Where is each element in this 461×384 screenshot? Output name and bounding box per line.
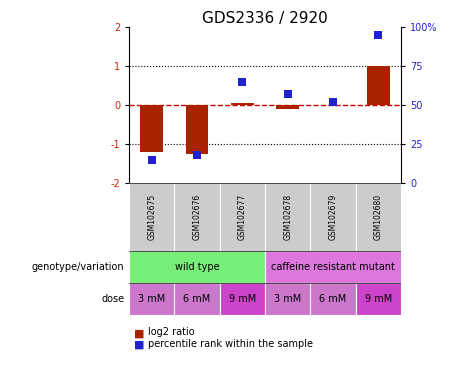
Bar [186,105,208,154]
Text: 9 mM: 9 mM [229,294,256,304]
Bar [129,252,265,283]
Text: GSM102677: GSM102677 [238,194,247,240]
Bar [265,283,310,315]
Bar [220,183,265,252]
Bar [174,283,220,315]
Bar [129,183,174,252]
Text: GSM102680: GSM102680 [374,194,383,240]
Point [284,91,291,97]
Bar [220,283,265,315]
Bar [356,183,401,252]
Bar [277,105,299,109]
Point [194,152,201,158]
Text: genotype/variation: genotype/variation [32,262,124,272]
Text: percentile rank within the sample: percentile rank within the sample [148,339,313,349]
Bar [141,105,163,152]
Text: 3 mM: 3 mM [274,294,301,304]
Text: 6 mM: 6 mM [183,294,211,304]
Point [375,31,382,38]
Text: 6 mM: 6 mM [319,294,347,304]
Bar [129,283,174,315]
Text: wild type: wild type [175,262,219,272]
Text: log2 ratio: log2 ratio [148,327,194,337]
Bar [231,103,254,105]
Point [329,99,337,105]
Text: 3 mM: 3 mM [138,294,165,304]
Point [239,78,246,84]
Text: dose: dose [101,294,124,304]
Text: GSM102678: GSM102678 [283,194,292,240]
Bar [265,252,401,283]
Text: GSM102679: GSM102679 [329,194,337,240]
Text: GSM102675: GSM102675 [147,194,156,240]
Bar [356,283,401,315]
Text: caffeine resistant mutant: caffeine resistant mutant [271,262,395,272]
Point [148,157,155,163]
Text: 9 mM: 9 mM [365,294,392,304]
Bar [310,183,356,252]
Text: ■: ■ [134,340,144,350]
Bar [310,283,356,315]
Bar [174,183,220,252]
Title: GDS2336 / 2920: GDS2336 / 2920 [202,11,328,26]
Text: GSM102676: GSM102676 [193,194,201,240]
Bar [265,183,310,252]
Text: ■: ■ [134,328,144,338]
Bar [367,66,390,105]
